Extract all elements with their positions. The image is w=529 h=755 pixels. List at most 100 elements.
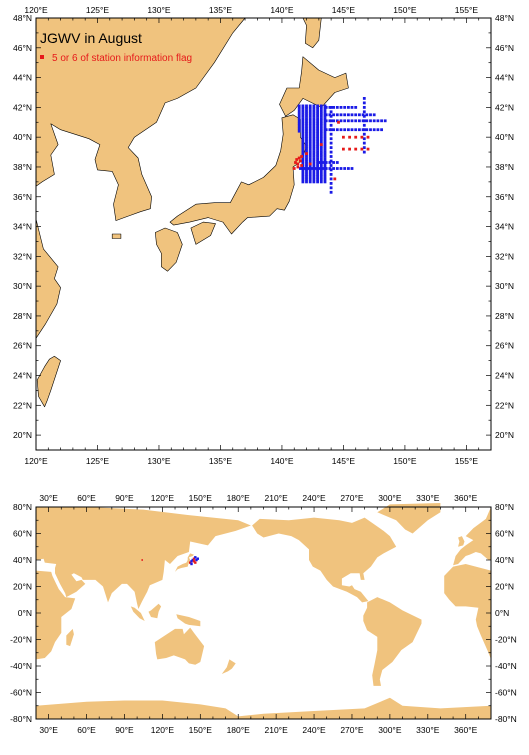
lat-label: 32°N bbox=[13, 251, 32, 261]
station-normal bbox=[312, 145, 316, 148]
station-flagged bbox=[348, 147, 351, 151]
station-normal bbox=[329, 132, 333, 136]
landmass-taiwan bbox=[36, 355, 61, 408]
station-normal bbox=[350, 106, 354, 109]
station-normal bbox=[323, 124, 327, 128]
station-normal bbox=[369, 113, 372, 117]
station-normal bbox=[301, 177, 305, 181]
station-normal bbox=[312, 127, 316, 131]
station-normal bbox=[297, 127, 301, 131]
station-normal bbox=[350, 113, 354, 117]
station-normal bbox=[369, 128, 372, 132]
station-normal bbox=[329, 137, 333, 141]
station-normal bbox=[312, 139, 316, 143]
station-normal bbox=[319, 107, 323, 110]
station-normal bbox=[312, 117, 316, 120]
station-normal bbox=[301, 137, 305, 141]
station-flagged bbox=[354, 147, 358, 151]
station-normal bbox=[308, 139, 312, 143]
station-normal bbox=[312, 112, 316, 115]
station-normal bbox=[312, 157, 316, 161]
station-normal bbox=[324, 167, 328, 170]
world-lon-label: 330°E bbox=[416, 725, 440, 735]
station-normal bbox=[350, 128, 354, 132]
station-normal bbox=[316, 132, 319, 136]
station-normal bbox=[312, 124, 316, 128]
station-normal bbox=[308, 109, 312, 113]
station-normal bbox=[319, 109, 323, 113]
station-normal bbox=[362, 119, 366, 123]
station-normal bbox=[347, 128, 350, 132]
station-normal bbox=[354, 113, 358, 117]
station-normal bbox=[358, 113, 361, 117]
station-normal bbox=[323, 134, 327, 138]
station-normal bbox=[316, 142, 319, 146]
station-normal bbox=[323, 165, 327, 169]
station-flagged bbox=[360, 135, 364, 139]
station-normal bbox=[305, 165, 308, 169]
station-normal bbox=[308, 137, 312, 141]
station-normal bbox=[332, 167, 335, 170]
lat-label: 48°N bbox=[495, 13, 514, 23]
station-normal bbox=[319, 157, 323, 161]
station-normal bbox=[365, 113, 369, 117]
station-normal bbox=[335, 161, 339, 164]
station-flagged bbox=[305, 152, 308, 155]
station-normal bbox=[301, 157, 305, 161]
lat-label: 26°N bbox=[13, 341, 32, 351]
map-title: JGWV in August bbox=[40, 30, 142, 46]
station-normal bbox=[301, 117, 305, 120]
station-normal bbox=[323, 152, 327, 156]
lon-label: 120°E bbox=[24, 5, 48, 15]
world-lat-label: 60°N bbox=[495, 529, 514, 539]
lon-label: 155°E bbox=[455, 5, 479, 15]
lat-label: 24°N bbox=[13, 371, 32, 381]
legend-label: 5 or 6 of station information flag bbox=[52, 53, 192, 64]
station-normal bbox=[312, 129, 316, 133]
station-normal bbox=[362, 132, 366, 136]
station-normal bbox=[358, 119, 361, 123]
landmass-asia-coast-south bbox=[35, 218, 61, 339]
station-normal bbox=[372, 113, 376, 117]
station-normal bbox=[323, 177, 327, 181]
station-normal bbox=[362, 137, 366, 141]
landmass-madagascar bbox=[66, 628, 74, 647]
world-lat-label: 20°N bbox=[13, 582, 32, 592]
world-lat-label: 40°N bbox=[13, 555, 32, 565]
station-normal bbox=[305, 145, 308, 148]
station-normal bbox=[301, 139, 305, 143]
world-lat-label: -60°N bbox=[10, 688, 32, 698]
station-normal bbox=[312, 160, 316, 163]
station-normal bbox=[339, 113, 343, 117]
station-normal bbox=[316, 134, 319, 138]
station-normal bbox=[362, 110, 366, 114]
station-flagged bbox=[348, 135, 351, 139]
station-normal bbox=[312, 162, 316, 166]
station-normal bbox=[305, 119, 308, 123]
station-normal bbox=[301, 107, 305, 110]
station-normal bbox=[305, 180, 308, 184]
station-normal bbox=[312, 177, 316, 181]
station-normal bbox=[301, 180, 305, 184]
station-flagged bbox=[354, 135, 358, 139]
landmass-hokkaido bbox=[279, 56, 349, 117]
station-normal bbox=[301, 114, 305, 118]
station-normal bbox=[316, 155, 319, 158]
station-normal bbox=[354, 106, 358, 109]
lat-label: 46°N bbox=[13, 43, 32, 53]
landmass-eurasia bbox=[36, 507, 251, 609]
station-normal bbox=[317, 167, 321, 170]
lon-label: 130°E bbox=[147, 5, 171, 15]
station-normal bbox=[354, 128, 358, 132]
landmass-cheju bbox=[111, 233, 122, 239]
station-flagged bbox=[296, 165, 300, 169]
lon-label: 150°E bbox=[393, 5, 417, 15]
lon-label: 125°E bbox=[86, 456, 110, 466]
station-normal bbox=[362, 141, 366, 145]
world-lat-label: 60°N bbox=[13, 529, 32, 539]
station-normal bbox=[308, 104, 312, 108]
landmass-shikoku bbox=[190, 221, 216, 245]
station-normal bbox=[308, 124, 312, 128]
landmass-greenland bbox=[377, 503, 441, 534]
station-normal bbox=[329, 123, 333, 127]
